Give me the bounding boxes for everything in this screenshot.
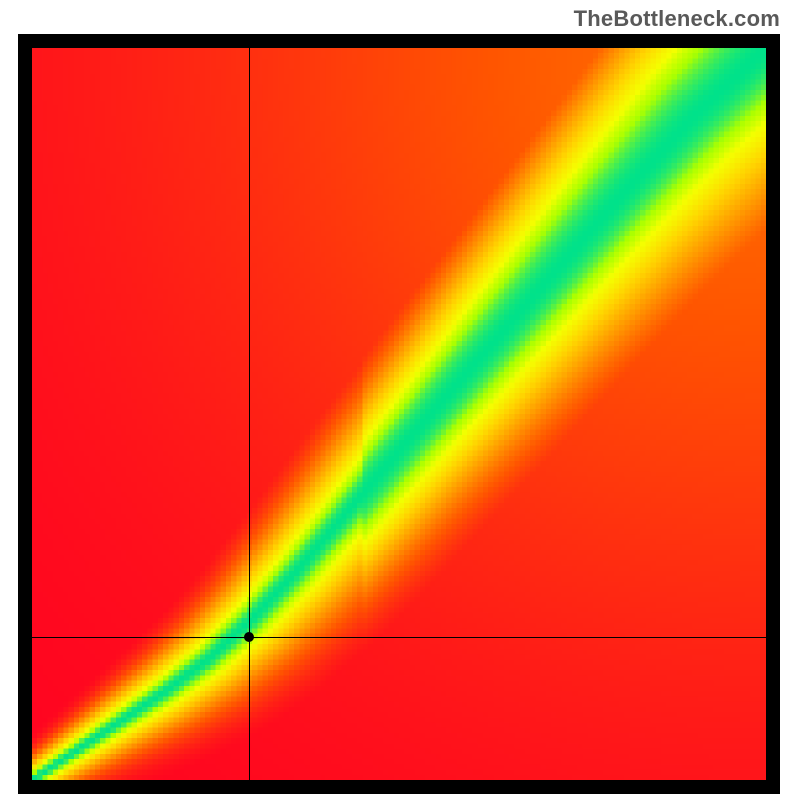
bottleneck-point <box>244 632 254 642</box>
heatmap-canvas <box>32 48 766 780</box>
crosshair-horizontal <box>32 637 766 638</box>
crosshair-vertical <box>249 48 250 780</box>
chart-container: TheBottleneck.com <box>0 0 800 800</box>
watermark-text: TheBottleneck.com <box>574 6 780 32</box>
